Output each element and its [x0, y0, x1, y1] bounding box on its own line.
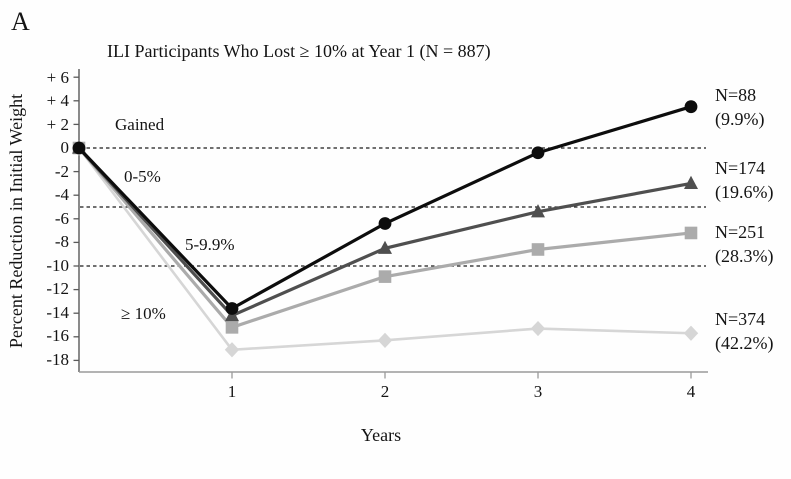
x-axis-title: Years [361, 425, 401, 445]
annotation-pct: (42.2%) [715, 333, 773, 354]
x-tick-label: 1 [228, 382, 237, 401]
x-tick-labels-group: 1 2 3 4 [228, 382, 696, 401]
chart-title: ILI Participants Who Lost ≥ 10% at Year … [107, 41, 491, 62]
y-tick-label: + 6 [47, 68, 69, 87]
region-label-ge10: ≥ 10% [121, 304, 166, 323]
reference-lines-group [80, 147, 706, 267]
region-labels-group: Gained 0-5% 5-9.9% ≥ 10% [115, 115, 235, 323]
y-tick-labels-group: + 6 + 4 + 2 0 -2 -4 -6 -8 -10 -12 -14 -1… [46, 68, 69, 369]
series-group [71, 100, 699, 358]
marker-circle [531, 146, 545, 160]
y-tick-label: -6 [55, 209, 69, 228]
y-tick-label: + 2 [47, 115, 69, 134]
y-tick-label: -10 [46, 256, 69, 275]
annotation-pct: (9.9%) [715, 109, 764, 130]
marker-circle [72, 141, 86, 155]
annotation-n: N=88 [715, 85, 756, 105]
marker-diamond [224, 342, 240, 358]
annotation-n: N=251 [715, 222, 765, 242]
y-axis-title: Percent Reduction in Initial Weight [6, 94, 26, 348]
marker-diamond [530, 320, 546, 337]
marker-circle [684, 100, 698, 114]
y-tick-label: -18 [46, 350, 69, 369]
region-label-gained: Gained [115, 115, 165, 134]
series-line-3 [77, 146, 692, 330]
annotation-n: N=374 [715, 309, 765, 329]
marker-square [684, 226, 698, 240]
marker-circle [378, 217, 392, 230]
y-tick-label: -12 [46, 279, 69, 298]
x-tick-label: 4 [687, 382, 696, 401]
marker-diamond [377, 332, 393, 348]
x-tick-label: 3 [534, 382, 543, 401]
marker-diamond [683, 325, 699, 341]
y-tick-label: -4 [55, 185, 70, 204]
y-tick-marks-group [73, 76, 79, 362]
marker-square [378, 270, 392, 283]
y-tick-label: -8 [55, 232, 69, 251]
marker-circle [225, 302, 239, 315]
marker-square [531, 243, 545, 256]
annotation-n: N=174 [715, 158, 765, 178]
series-annotations-group: N=88 (9.9%) N=174 (19.6%) N=251 (28.3%) … [715, 85, 773, 354]
x-tick-marks-group [231, 372, 692, 379]
series-line-2 [77, 146, 692, 318]
marker-triangle [531, 204, 545, 218]
y-tick-label: 0 [61, 138, 70, 157]
region-label-5-9: 5-9.9% [185, 235, 235, 254]
annotation-pct: (28.3%) [715, 246, 773, 267]
region-label-0-5: 0-5% [124, 167, 161, 186]
y-tick-label: + 4 [47, 91, 70, 110]
y-tick-label: -14 [46, 303, 69, 322]
marker-square [225, 321, 239, 334]
y-tick-label: -16 [46, 326, 69, 345]
marker-triangle [378, 240, 392, 254]
marker-triangle [684, 175, 698, 189]
panel-letter: A [11, 7, 30, 36]
y-tick-label: -2 [55, 162, 69, 181]
x-tick-label: 2 [381, 382, 390, 401]
annotation-pct: (19.6%) [715, 182, 773, 203]
